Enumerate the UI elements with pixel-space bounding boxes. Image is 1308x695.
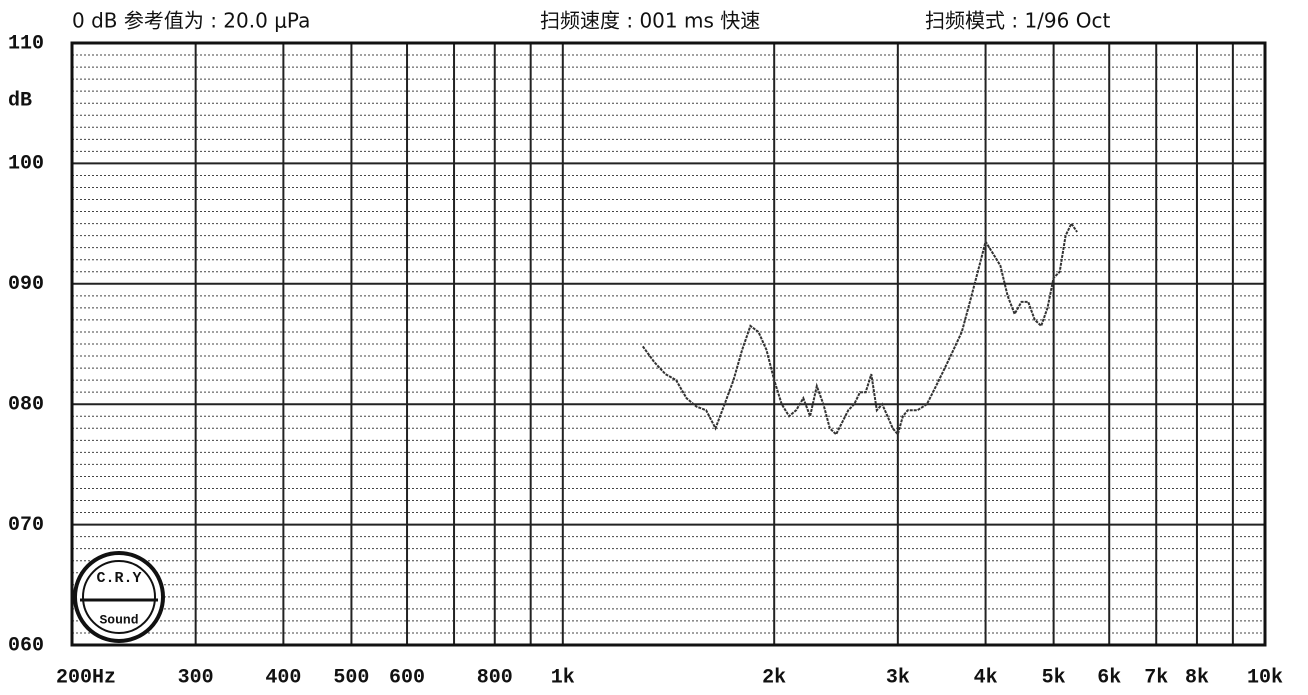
x-tick-label: 500	[333, 666, 369, 689]
y-tick-label: 070	[8, 514, 44, 537]
sweep-mode: 扫频模式 : 1/96 Oct	[925, 9, 1110, 33]
logo-ring	[73, 551, 165, 643]
x-tick-label: 2k	[762, 666, 786, 689]
x-tick-label: 300	[178, 666, 214, 689]
x-tick-label: 10k	[1247, 666, 1283, 689]
x-tick-label: 5k	[1042, 666, 1066, 689]
y-tick-label: 100	[8, 153, 44, 176]
reference-label: 0 dB 参考值为 : 20.0 μPa	[72, 9, 310, 33]
x-tick-label: 800	[477, 666, 513, 689]
x-tick-label: 400	[265, 666, 301, 689]
y-unit: dB	[8, 89, 32, 112]
logo: C.R.Y Sound	[73, 551, 165, 643]
y-tick-label: 110	[8, 32, 44, 55]
response-curve	[641, 221, 1078, 437]
sweep-speed: 扫频速度 : 001 ms 快速	[540, 9, 760, 33]
logo-inner	[82, 560, 156, 634]
x-tick-label: 7k	[1144, 666, 1168, 689]
y-tick-label: 090	[8, 273, 44, 296]
y-tick-label: 080	[8, 393, 44, 416]
x-tick-label: 8k	[1185, 666, 1209, 689]
x-tick-label: 600	[389, 666, 425, 689]
y-tick-label: 060	[8, 634, 44, 657]
logo-top: C.R.Y	[96, 570, 141, 587]
x-tick-label: 4k	[974, 666, 998, 689]
x-tick-label: 3k	[886, 666, 910, 689]
plot-frame	[70, 41, 1267, 647]
x-tick-label: 200Hz	[56, 666, 116, 689]
logo-bottom: Sound	[99, 612, 138, 627]
x-tick-label: 6k	[1097, 666, 1121, 689]
x-tick-label: 1k	[551, 666, 575, 689]
